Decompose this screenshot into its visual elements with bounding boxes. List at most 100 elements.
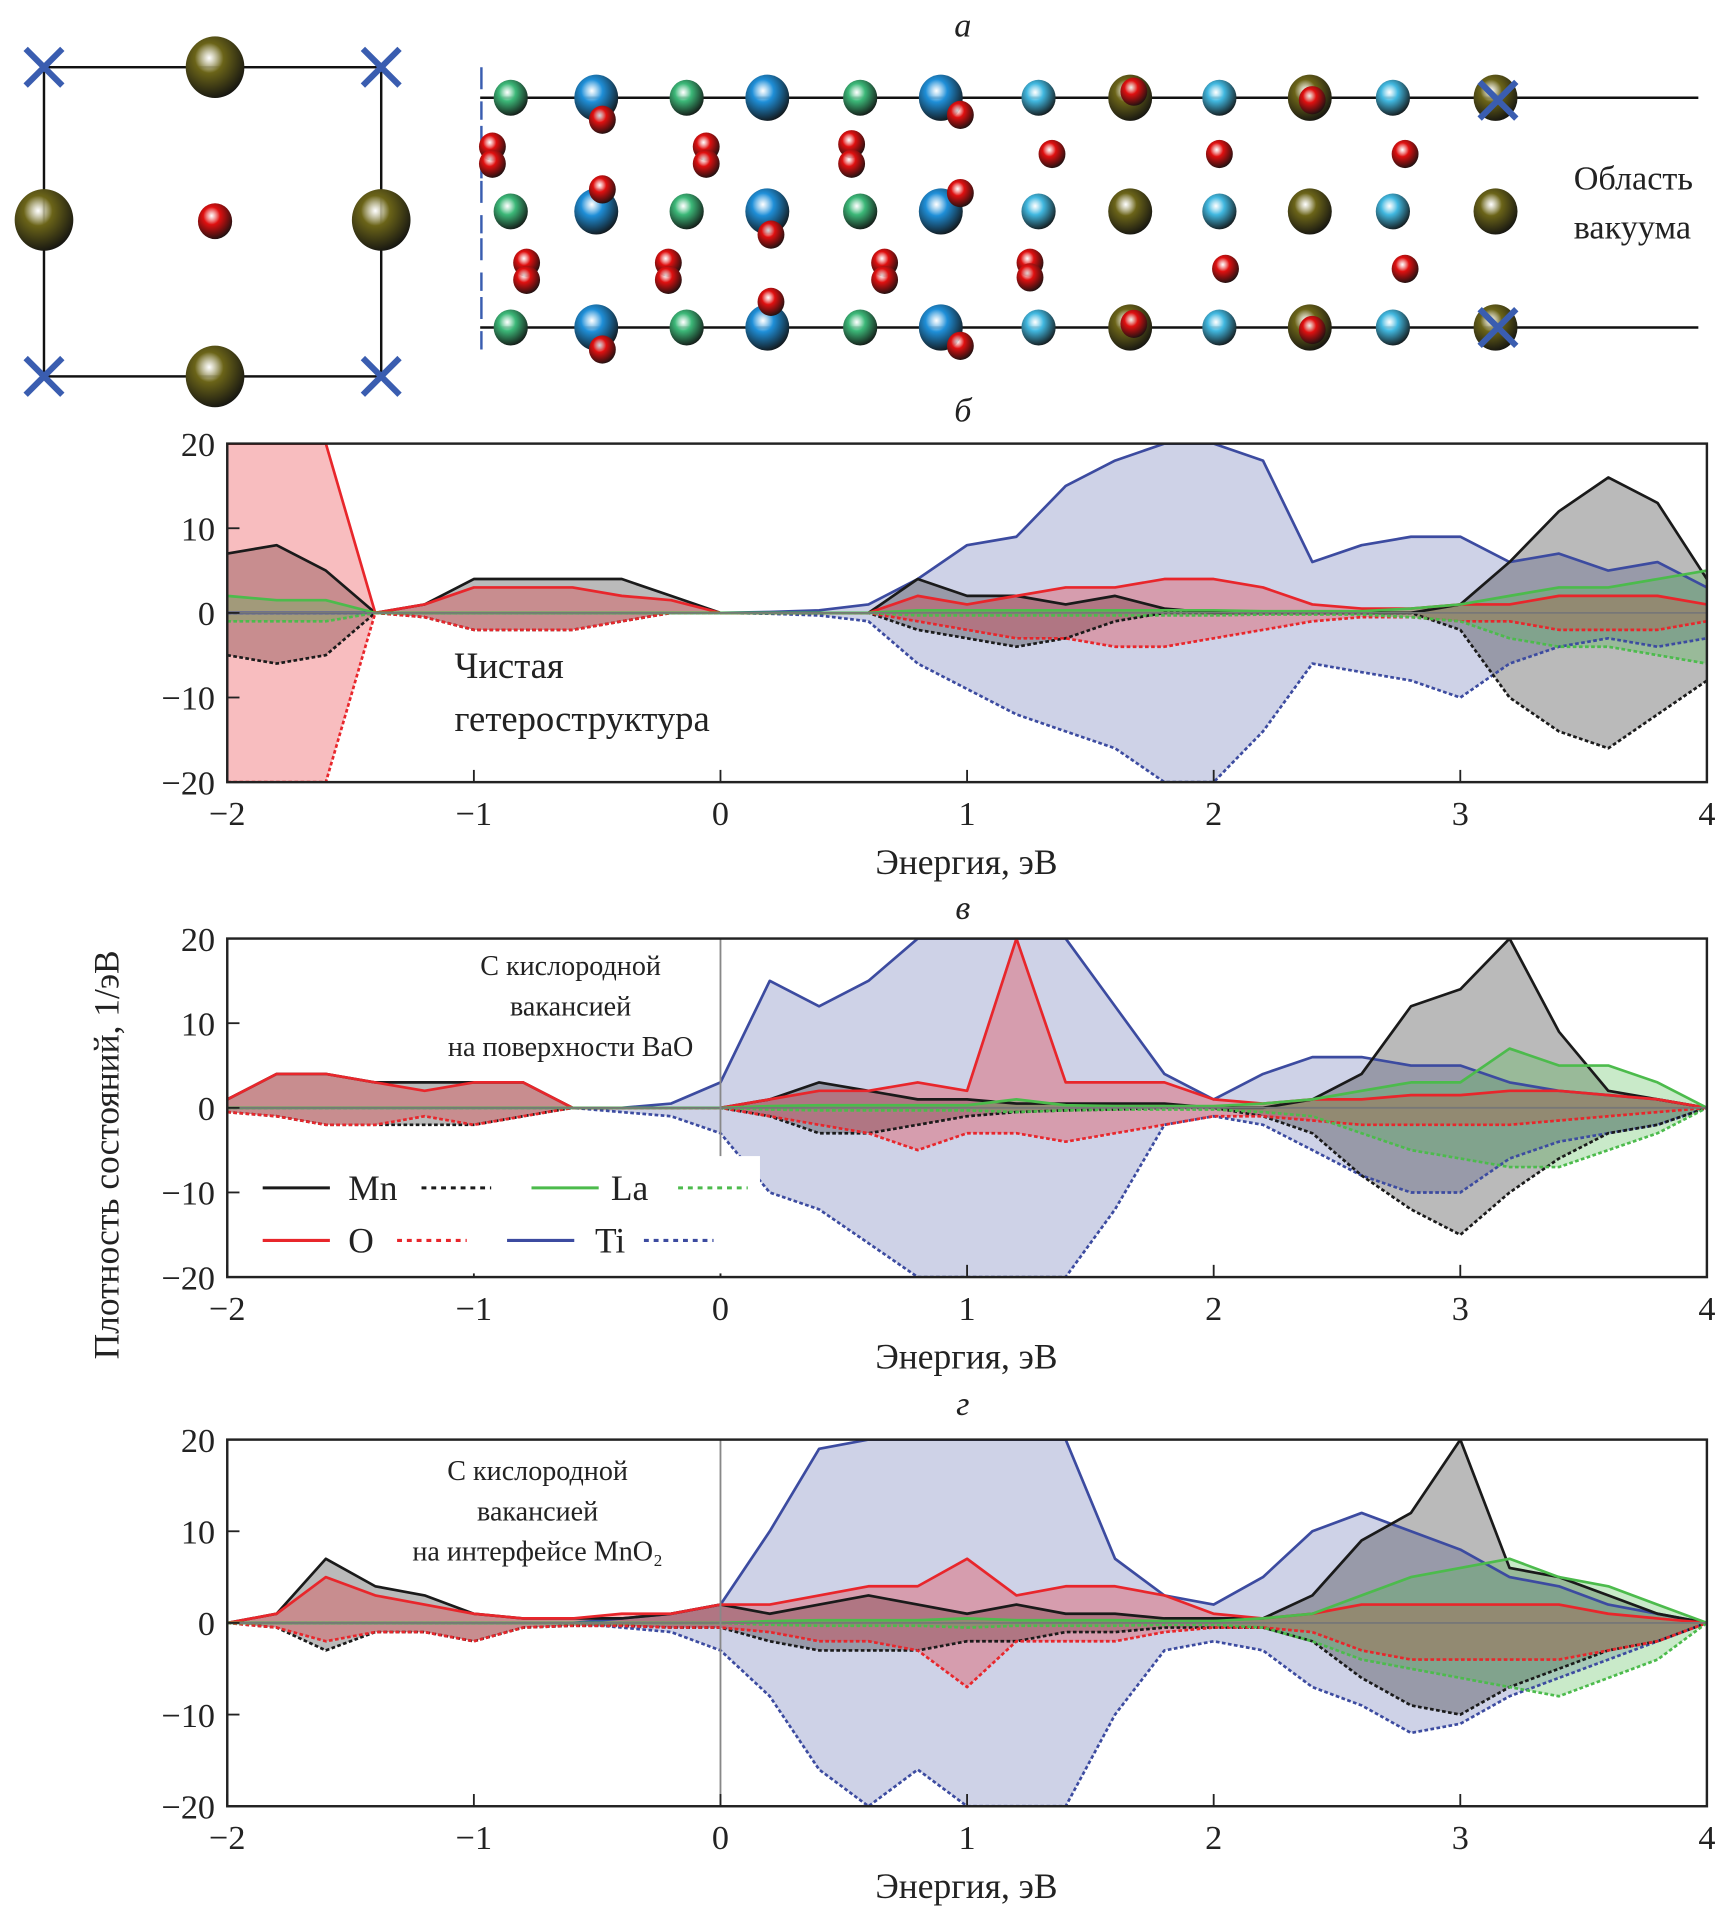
x-tick-label: 0 [712,1820,729,1857]
atom [692,149,720,178]
atom [185,345,245,408]
x-axis-label: Энергия, эВ [875,1337,1057,1377]
area-O-up [227,1558,1707,1623]
x-tick-label: 2 [1205,1291,1222,1328]
atom [745,304,790,351]
y-tick-label: −10 [162,681,215,718]
area-La-down [227,612,1707,664]
annotation-line: вакансией [510,992,631,1023]
area-Ti-down [227,1622,1707,1807]
atom [1391,254,1419,283]
panel-label: г [956,1386,969,1423]
atom [843,309,878,346]
y-tick-label: 10 [181,1006,215,1043]
area-Ti-down [227,1107,1707,1278]
area-Mn-down [227,1107,1707,1235]
x-tick-label: −1 [456,796,492,833]
annotation-line: Чистая [455,645,564,686]
vacancy-x-icon [360,355,402,397]
atom [1016,263,1044,292]
atom [1021,193,1056,230]
area-Ti-up [227,1439,1707,1623]
vacancy-x-icon [1477,307,1519,349]
atom [1375,79,1410,116]
x-tick-label: 4 [1698,1291,1715,1328]
atom [1120,77,1148,106]
atom [669,193,704,230]
atom [1202,79,1237,116]
x-tick-label: 1 [959,1291,976,1328]
vacancy-x-icon [23,355,65,397]
atom [588,335,616,364]
atom [1298,86,1326,115]
y-tick-label: 0 [198,1091,215,1128]
x-tick-label: 3 [1452,796,1469,833]
area-Ti-up [227,443,1707,613]
area-La-up [227,1048,1707,1108]
atom [838,149,866,178]
atom [745,74,790,121]
atom [185,36,245,99]
panel-label: б [954,393,973,430]
atom [1021,309,1056,346]
area-Ti-up [227,938,1707,1108]
atom [843,79,878,116]
plot-area [227,1439,1707,1807]
vacancy-x-icon [1477,79,1519,121]
atom [1287,188,1332,235]
y-tick-label: 0 [198,1606,215,1643]
atom [1021,79,1056,116]
x-tick-label: 1 [959,796,976,833]
y-tick-label: −20 [162,765,215,802]
y-tick-label: 20 [181,922,215,959]
line-O-up [227,1557,1707,1625]
y-tick-label: −20 [162,1260,215,1297]
atom [513,265,541,294]
atom [946,178,974,208]
atom [669,309,704,346]
line-Mn-down [227,1106,1707,1237]
annotation-line: вакансией [477,1496,598,1527]
x-tick-label: 1 [959,1820,976,1857]
atom [843,193,878,230]
y-tick-label: 0 [198,596,215,633]
area-Mn-down [227,612,1707,749]
legend: Mn La O Ti [246,1156,760,1274]
y-tick-label: −20 [162,1789,215,1826]
atomic-structure [14,36,1699,408]
atom [757,287,785,316]
x-tick-label: −2 [209,1291,245,1328]
atom [351,189,411,251]
x-tick-label: −1 [456,1291,492,1328]
y-tick-label: −10 [162,1698,215,1735]
y-tick-label: 10 [181,511,215,548]
x-tick-label: 3 [1452,1291,1469,1328]
vacuum-label-line1: Область [1574,160,1693,197]
panel-label: в [955,890,970,927]
y-tick-label: 20 [181,1423,215,1460]
atom [14,189,74,251]
line-Mn-down [227,1621,1707,1716]
atom [1473,188,1518,235]
shared-y-axis-label: Плотность состояний, 1/эВ [87,950,127,1359]
atom [478,149,506,178]
annotation-line: на поверхности BaO [448,1032,693,1063]
atom [588,175,616,204]
atom [946,331,974,360]
atom [1391,139,1419,169]
area-Mn-down [227,1622,1707,1715]
area-O-down [227,1107,1707,1151]
legend-box [246,1156,760,1274]
x-tick-label: −2 [209,796,245,833]
area-Mn-up [227,1439,1707,1623]
atom [493,193,528,230]
vacancy-x-icon [360,46,402,88]
x-tick-label: 0 [712,796,729,833]
x-tick-label: 4 [1698,1820,1715,1857]
atom [1108,188,1153,235]
plot-area [227,938,1707,1278]
